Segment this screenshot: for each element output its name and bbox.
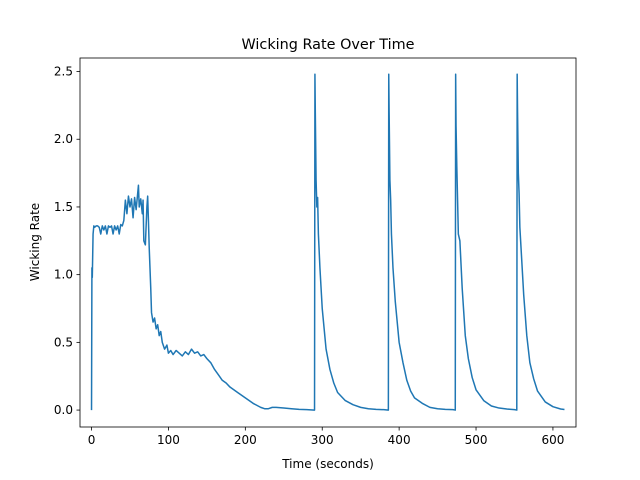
x-tick-label: 0 <box>88 433 96 447</box>
x-tick-label: 400 <box>388 433 411 447</box>
series-line-0 <box>90 73 565 411</box>
plot-area <box>90 73 565 411</box>
x-tick-label: 600 <box>541 433 564 447</box>
y-axis-title: Wicking Rate <box>28 203 42 281</box>
y-tick-label: 1.5 <box>54 200 73 214</box>
y-axis: 0.0 0.5 1.0 1.5 2.0 2.5 <box>54 65 80 417</box>
x-tick-label: 300 <box>311 433 334 447</box>
y-tick-label: 1.0 <box>54 268 73 282</box>
y-tick-label: 0.5 <box>54 335 73 349</box>
x-axis-title: Time (seconds) <box>281 457 374 471</box>
x-tick-label: 200 <box>234 433 257 447</box>
y-tick-label: 0.0 <box>54 403 73 417</box>
y-tick-label: 2.5 <box>54 65 73 79</box>
plot-frame <box>79 57 577 428</box>
x-tick-label: 500 <box>465 433 488 447</box>
x-tick-label: 100 <box>157 433 180 447</box>
x-axis: 0 100 200 300 400 500 600 <box>88 427 564 447</box>
y-tick-label: 2.0 <box>54 132 73 146</box>
chart-title: Wicking Rate Over Time <box>242 37 415 53</box>
